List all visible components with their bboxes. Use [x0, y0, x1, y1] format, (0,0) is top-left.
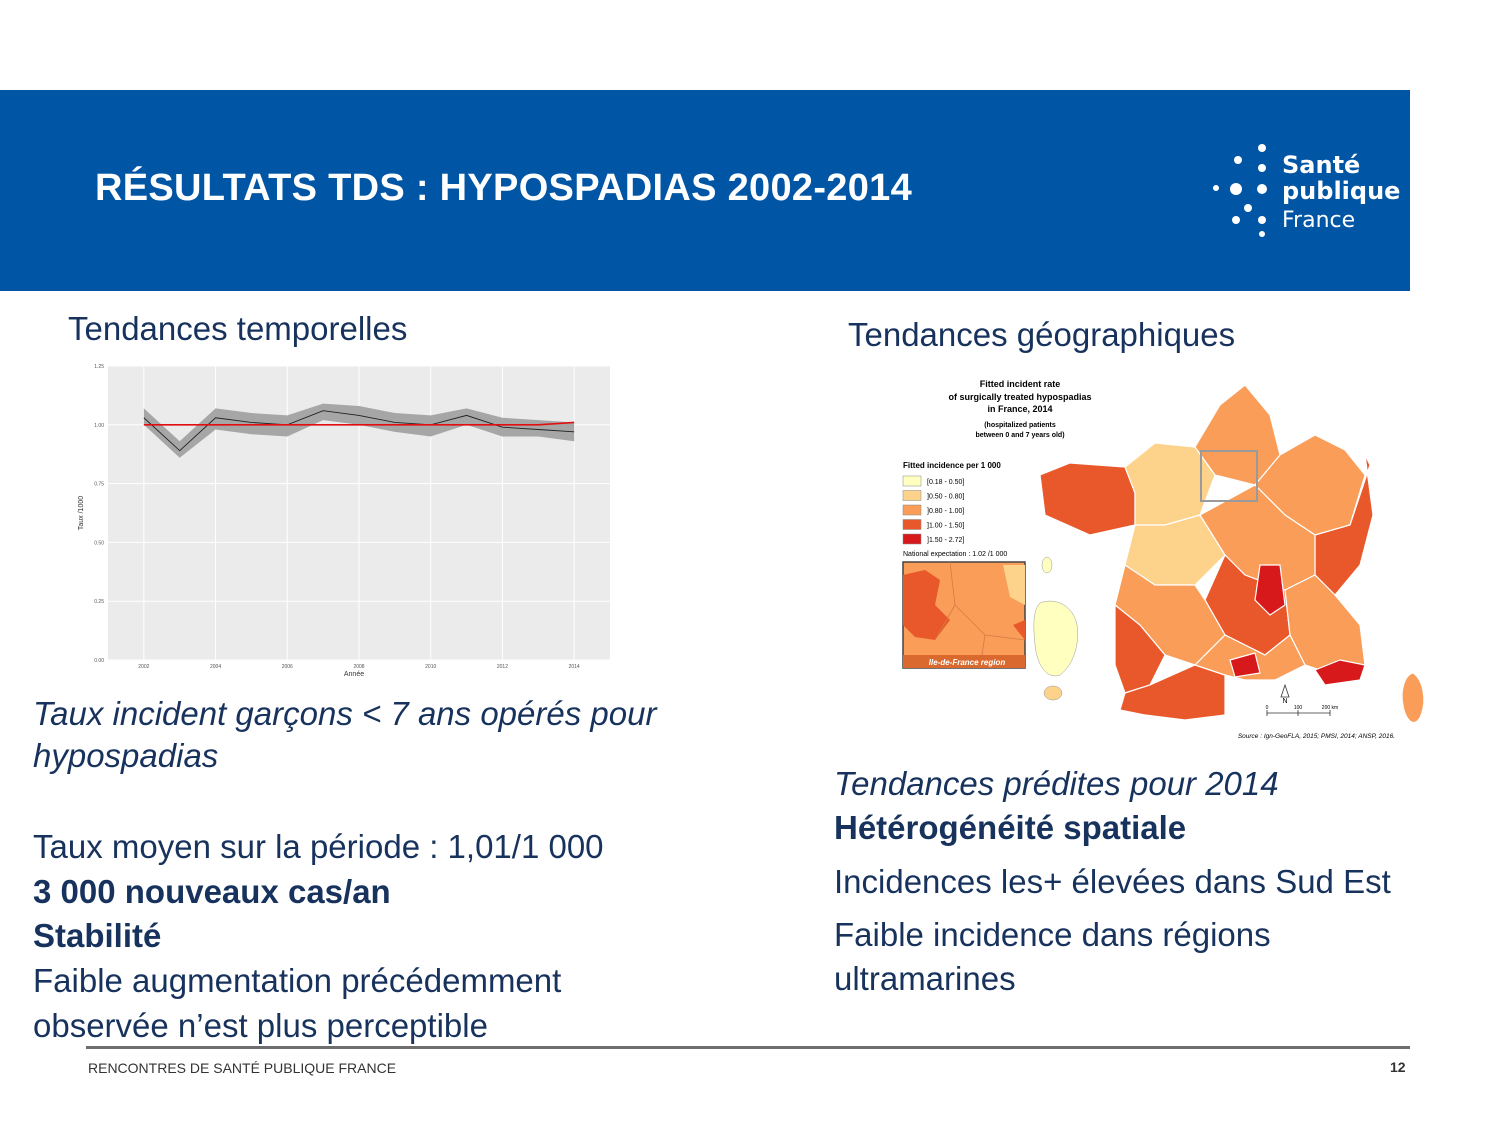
corsica [1401, 672, 1425, 723]
observed-rate-line [143, 410, 575, 452]
scale-200: 200 km [1322, 705, 1338, 711]
logo-line2: publique [1282, 177, 1401, 205]
legend-label: [0.18 - 0.50] [927, 479, 964, 486]
idf-region-small [1013, 620, 1025, 640]
scale-100: 100 [1294, 705, 1303, 711]
map-title-3: in France, 2014 [987, 404, 1052, 414]
legend-swatch [902, 533, 922, 545]
heterogeneity: Hétérogénéité spatiale [834, 809, 1187, 846]
x-axis-label: Année [344, 671, 364, 678]
x-tick-label: 2010 [425, 664, 436, 670]
trend-chart: 0.00 0.25 0.50 0.75 1.00 1.25 2002 2004 2006 200… [78, 364, 610, 678]
overseas-island-2 [1043, 685, 1063, 701]
y-axis-label: Taux /1000 [78, 496, 85, 530]
overseas-island [1041, 556, 1053, 574]
legend-swatch [902, 504, 922, 516]
predicted-trends: Tendances prédites pour 2014 [834, 765, 1279, 802]
footer-divider [86, 1046, 1410, 1049]
header-banner [0, 90, 1410, 291]
y-tick-label: 0.75 [94, 482, 104, 488]
low-incidence-1: Faible incidence dans régions [834, 916, 1271, 953]
logo-line3: France [1282, 208, 1356, 233]
x-tick-label: 2006 [282, 664, 293, 670]
x-tick-label: 2012 [497, 664, 508, 670]
legend-title: Fitted incidence per 1 000 [903, 461, 1001, 470]
x-tick-label: 2004 [210, 664, 221, 670]
legend-swatch [902, 519, 922, 530]
overseas-territory [1033, 600, 1078, 677]
legend-label: ]0.80 - 1.00] [927, 508, 964, 515]
inset-label-bg [903, 655, 1025, 668]
trend-line [143, 421, 575, 426]
idf-region-east [1003, 565, 1025, 605]
x-tick-label: 2008 [353, 664, 364, 670]
footer-text: RENCONTRES DE SANTÉ PUBLIQUE FRANCE [88, 1060, 397, 1076]
y-tick-label: 0.25 [94, 599, 104, 605]
note-line-2: observée n’est plus perceptible [33, 1007, 488, 1044]
logo-line1: Santé [1282, 151, 1361, 179]
left-caption-1: Taux incident garçons < 7 ans opérés pou… [33, 695, 657, 732]
inset-label: Ile-de-France region [929, 658, 1006, 667]
page-title: RÉSULTATS TDS : HYPOSPADIAS 2002-2014 [95, 167, 913, 209]
legend-swatch [902, 490, 922, 501]
y-tick-label: 1.25 [94, 364, 104, 370]
mean-rate: Taux moyen sur la période : 1,01/1 000 [33, 828, 604, 865]
map-title-2: of surgically treated hypospadias [948, 392, 1091, 402]
logo-dots-icon [1213, 144, 1267, 237]
national-expectation: National expectation : 1.02 /1 000 [903, 551, 1007, 558]
highest-incidence: Incidences les+ élevées dans Sud Est [834, 863, 1391, 900]
map-source: Source : Ign-GeoFLA, 2015; PMSI, 2014; A… [1238, 733, 1395, 740]
legend-label: ]1.00 - 1.50] [927, 523, 964, 530]
y-tick-label: 1.00 [94, 423, 104, 429]
map-subtitle-1: (hospitalized patients [984, 422, 1056, 429]
france-incidence-map: Fitted incident rate of surgically treat… [902, 379, 1425, 740]
france-metropolitan [1039, 384, 1374, 721]
idf-zoom-box [1200, 450, 1258, 502]
map-subtitle-2: between 0 and 7 years old) [975, 432, 1064, 439]
north-arrow: N [1282, 698, 1287, 705]
map-title-1: Fitted incident rate [980, 379, 1061, 389]
right-heading: Tendances géographiques [848, 316, 1236, 353]
note-line-1: Faible augmentation précédemment [33, 962, 562, 999]
scale-bar [1266, 710, 1331, 716]
legend-label: ]1.50 - 2.72] [927, 537, 964, 544]
north-arrow-icon [1280, 683, 1290, 698]
scale-0: 0 [1266, 705, 1269, 711]
x-tick-label: 2014 [569, 664, 580, 670]
map-legend: [0.18 - 0.50] ]0.50 - 0.80] ]0.80 - 1.00]]… [902, 475, 964, 545]
y-tick-label: 0.00 [94, 658, 104, 664]
legend-label: ]0.50 - 0.80] [927, 494, 964, 501]
left-caption-2: hypospadias [33, 737, 219, 774]
idf-region-west [903, 570, 950, 640]
y-tick-label: 0.50 [94, 540, 104, 546]
left-heading: Tendances temporelles [68, 310, 408, 347]
stability: Stabilité [33, 917, 162, 954]
page-number: 12 [1390, 1059, 1406, 1075]
legend-swatch [902, 475, 922, 487]
x-tick-label: 2002 [138, 664, 149, 670]
confidence-band [143, 403, 575, 458]
new-cases: 3 000 nouveaux cas/an [33, 873, 391, 910]
sante-publique-logo: Santé publique France [1210, 138, 1400, 248]
low-incidence-2: ultramarines [834, 960, 1016, 997]
